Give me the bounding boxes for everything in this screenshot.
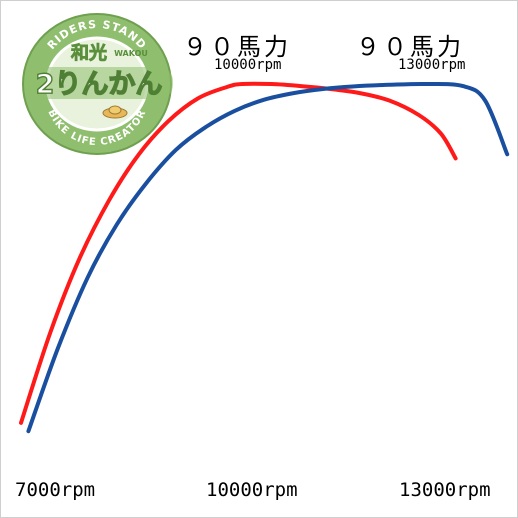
- x-tick-label-7000: 7000rpm: [15, 479, 96, 501]
- red-peak-rpm-label: 10000rpm: [214, 57, 282, 73]
- mascot-icon: [102, 105, 128, 119]
- logo-kanji: 和光: [71, 42, 107, 64]
- blue-peak-power-label: ９０馬力: [356, 33, 464, 61]
- logo-main-text: 2りんかん: [36, 69, 163, 100]
- red-power-curve: [19, 81, 458, 425]
- brand-logo: RIDERS STAND BIKE LIFE CREATOR 和光 WAKOU …: [22, 13, 173, 155]
- blue-peak-rpm-label: 13000rpm: [398, 57, 466, 73]
- blue-power-curve: [26, 81, 510, 434]
- x-tick-label-10000: 10000rpm: [206, 479, 298, 501]
- logo-side-text: WAKOU: [114, 49, 148, 58]
- x-tick-label-13000: 13000rpm: [399, 479, 491, 501]
- red-peak-power-label: ９０馬力: [183, 33, 291, 61]
